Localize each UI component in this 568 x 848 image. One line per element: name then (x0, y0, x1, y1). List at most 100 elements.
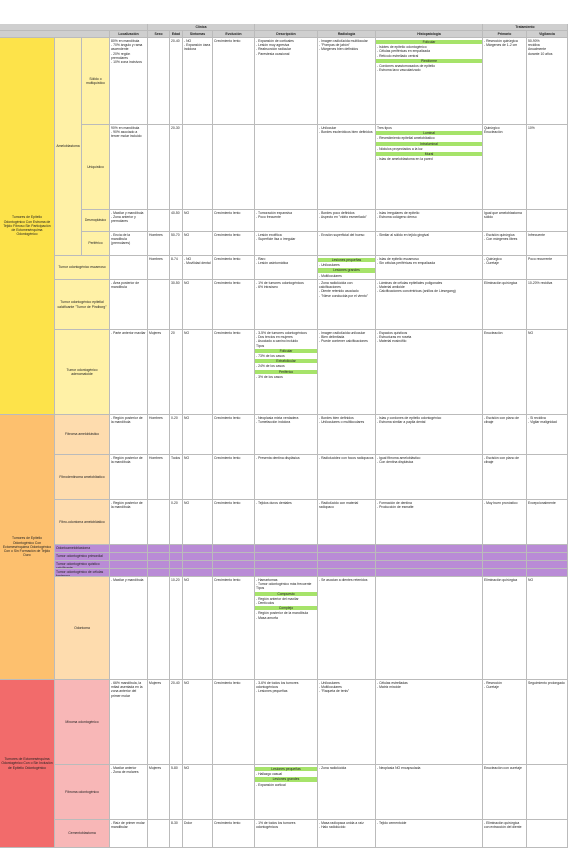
cell: - Láminas de células epiteliales poligon… (376, 280, 483, 330)
cell-line: - Dos tercios en mujeres (256, 335, 293, 340)
cell-line: - Lesión asintomática (256, 261, 289, 266)
cell-line: - Quirúrgico (484, 257, 502, 261)
cell: - Neoplasia NO encapsulada (376, 765, 483, 820)
cell (148, 553, 170, 561)
cell-line: - Con márgenes libres (484, 237, 518, 242)
cell-line: - Hamartomas (256, 578, 278, 582)
cell-line: - NO (184, 39, 192, 43)
cell: - Expansión de corticales - Lesión muy ag… (255, 38, 318, 125)
cell (255, 569, 318, 577)
cell: - Región posterior de la mandíbula (110, 500, 148, 545)
cell (527, 210, 568, 232)
cell-line: - Masa radiopaca unida a raíz (319, 821, 364, 825)
cell-line: - Células periféricas en empalizada (377, 49, 430, 54)
cell-line: - Bordes bien definidos (319, 416, 354, 420)
header-group: Clínica (148, 24, 255, 31)
cell-line: - Zona radiolúcida (319, 766, 347, 770)
cell-line: 8-30 (171, 821, 178, 825)
row-name: Cementoblastoma (55, 820, 110, 848)
cell-line: Tres tipos (377, 126, 392, 130)
cell: - Maxilar y mandíbula - Zona anterior y p… (110, 210, 148, 232)
cell: NO (183, 577, 213, 680)
cell: Infrecuente (527, 232, 568, 256)
cell: - Erosión superficial del hueso (318, 232, 376, 256)
cell-line: - Láminas de células epiteliales poligon… (377, 281, 443, 285)
cell (213, 765, 255, 820)
cell (318, 553, 376, 561)
cell-line: - Se asocian a dientes retenidos (319, 578, 368, 582)
cell-line: Crecimiento lento (214, 681, 241, 685)
cell-line: 80% en mandíbula (111, 39, 140, 43)
cell-line: - Uniloculares o multiloculares (319, 420, 365, 425)
cell-line: Igual que ameloblastoma sólido (484, 211, 522, 220)
cell: Poco recurrente (527, 256, 568, 280)
header-cell: Primario (483, 31, 527, 38)
cell-line: 40-50 (171, 211, 180, 215)
cell: - Maxilar y mandíbula (110, 577, 148, 680)
cell-line: - 1% de tumores odontogénicos (256, 281, 304, 285)
cell: - Imagen radiolúcida unilocular - Bien de… (318, 330, 376, 415)
cell-line: Anualmente (528, 47, 547, 52)
cell-line: - "Nieve conducida por el viento" (319, 293, 368, 298)
cell: - Resección - Curetaje (483, 680, 527, 765)
cell-line: NO (184, 456, 190, 460)
cell (148, 125, 170, 210)
cell: - Islas irregulares de epitelio - Estroma… (376, 210, 483, 232)
cell-line: - Imagen radiolúcida unilocular (319, 331, 366, 335)
cell: NO (183, 765, 213, 820)
cell-line: Crecimiento lento (214, 578, 241, 582)
group-label: Tumores de Ectomesénquima Odontogénico C… (0, 680, 55, 848)
cell: 0-20 (170, 500, 183, 545)
cell: 10% (527, 125, 568, 210)
sub-band: Folicular (255, 348, 317, 354)
cell: Hombres (148, 455, 170, 500)
cell: NO (183, 210, 213, 232)
header-cell: Síntomas (183, 31, 213, 38)
cell: Hombres (148, 256, 170, 280)
cell-line: - Nódulos proyectados a la luz (377, 146, 423, 151)
cell (213, 545, 255, 553)
row-name: Odontoma (55, 577, 110, 680)
cell-line: - 20% región premolares (111, 51, 131, 60)
cell-line: - Dentículos (256, 601, 275, 606)
cell-line: - Escisión quirúrgica (484, 233, 515, 237)
cell: Crecimiento lento (213, 577, 255, 680)
cell-line: 0-20 (171, 416, 178, 420)
cell-line: - Escisión con plano de clivaje (484, 456, 520, 465)
cell: 8-74 (170, 256, 183, 280)
group-label: Tumores de Epitelio Odontogénico Con Ect… (0, 415, 55, 680)
cell: Crecimiento lento (213, 820, 255, 848)
group-label: Tumores de Epitelio Odontogénico Con Est… (0, 38, 55, 415)
cell-line: - Bordes poco definidos (319, 211, 355, 215)
cell-line: - Expansión ósea indolora (184, 43, 211, 52)
cell-line: - Uniloculares (319, 681, 340, 685)
cell: - Escisión con plano de clivaje (483, 455, 527, 500)
cell: - Tejidos duros dentales (255, 500, 318, 545)
header-cell: Edad (170, 31, 183, 38)
cell (213, 125, 255, 210)
cell-line: - Con dentina displásica (377, 460, 414, 465)
cell-line: Excepcionalmente (528, 501, 556, 505)
cell-line: - Zona anterior y premolares (111, 215, 136, 224)
cell-line: - Estroma colágeno denso (377, 215, 417, 220)
cell: 0-20 (170, 415, 183, 455)
row-name: Tumor odontogénico escamoso (55, 256, 110, 280)
cell-line: - 73% de los casos (256, 354, 285, 359)
cell (255, 561, 318, 569)
cell (376, 561, 483, 569)
row-name: Fibroma odontogénico (55, 765, 110, 820)
cell-line: - Material eosinófilo (377, 339, 407, 344)
cell-line: - Tejidos duros dentales (256, 501, 292, 505)
cell-line: - 24% de los casos (256, 364, 285, 369)
cell (110, 545, 148, 553)
cell-line: NO (184, 501, 190, 505)
cell: Enucleación con curetaje (483, 765, 527, 820)
cell-line: NO (528, 578, 534, 582)
cell: 20-40 (170, 38, 183, 125)
cell: - Igual fibroma ameloblástico - Con denti… (376, 455, 483, 500)
cell: 40-50 (170, 210, 183, 232)
cell: 30-50 (170, 280, 183, 330)
cell-line: Tipos (256, 343, 265, 348)
cell-line: - Zona radiolúcida con calcificaciones (319, 281, 353, 290)
cell-line: - Tumefacción indolora (256, 420, 291, 425)
